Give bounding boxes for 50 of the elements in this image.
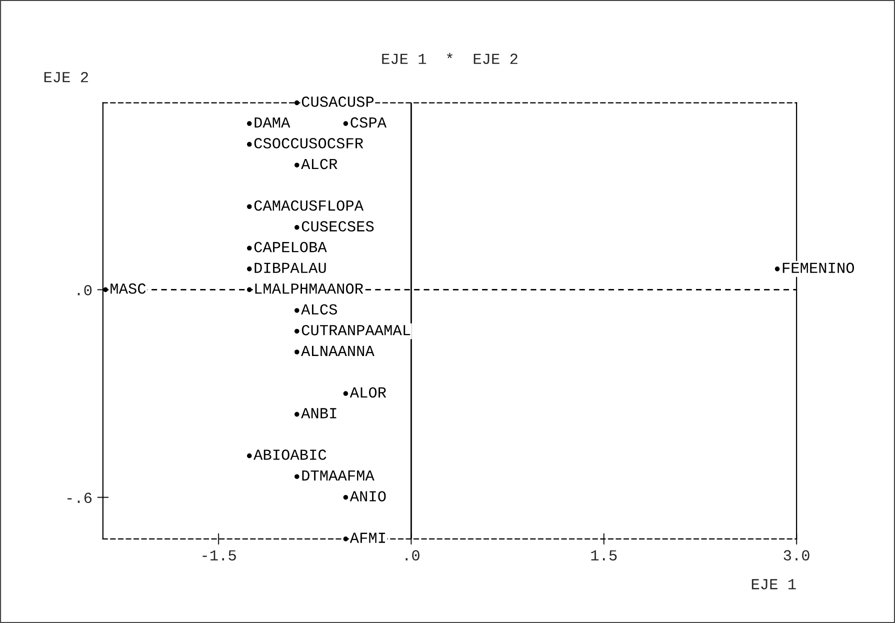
point: [294, 350, 300, 354]
point: [343, 121, 348, 126]
x-tick-label: 3.0: [784, 550, 810, 561]
data-label: DTMAAFMA: [302, 470, 374, 481]
point: [246, 121, 252, 126]
point: [294, 308, 300, 313]
data-label: ALCR: [301, 158, 338, 170]
data-label: CUSACUSP: [302, 96, 374, 107]
data-label: ANBI: [301, 408, 336, 418]
point: [246, 266, 252, 272]
point: [246, 246, 252, 251]
data-label: CAPELOBA: [254, 242, 327, 252]
point: [294, 225, 300, 230]
data-label: LMALPHMAANOR: [255, 283, 364, 294]
data-label: ALOR: [350, 387, 386, 398]
data-label: CSOCCUSOCSFR: [254, 138, 364, 148]
point: [294, 474, 300, 479]
data-label: CAMACUSFLOPA: [254, 200, 364, 211]
data-label: CSPA: [350, 117, 387, 128]
point: [343, 391, 348, 396]
data-label: ALCS: [301, 304, 337, 315]
point: [103, 287, 108, 292]
point: [774, 266, 780, 272]
point: [294, 100, 300, 106]
data-label: AFMI: [350, 532, 386, 543]
y-axis-title: EJE 2: [44, 72, 88, 82]
x-tick-label: .0: [406, 550, 420, 561]
data-label: ABIOABIC: [254, 450, 326, 460]
point: [294, 328, 300, 334]
data-label: DAMA: [254, 117, 290, 128]
point: [343, 494, 348, 500]
x-axis-title: EJE 1: [752, 579, 796, 590]
data-label: CUTRANPAAMAL: [302, 324, 410, 336]
x-tick-label: 1.5: [591, 550, 617, 561]
point: [294, 162, 300, 168]
point: [246, 204, 252, 210]
point: [294, 412, 300, 417]
point: [246, 287, 252, 292]
y-tick-label: -.6: [67, 492, 92, 504]
chart-title: EJE 1 * EJE 2: [382, 52, 518, 64]
data-label: ANIO: [350, 491, 386, 502]
data-label: ALNAANNA: [301, 346, 374, 356]
point: [246, 453, 252, 458]
data-label: MASC: [110, 283, 146, 294]
data-label: CUSECSES: [302, 221, 374, 232]
point: [343, 536, 348, 542]
point: [246, 142, 252, 147]
x-tick-label: -1.5: [202, 550, 236, 561]
data-label: FEMENINO: [782, 262, 854, 274]
data-label: DIBPALAU: [254, 262, 326, 274]
